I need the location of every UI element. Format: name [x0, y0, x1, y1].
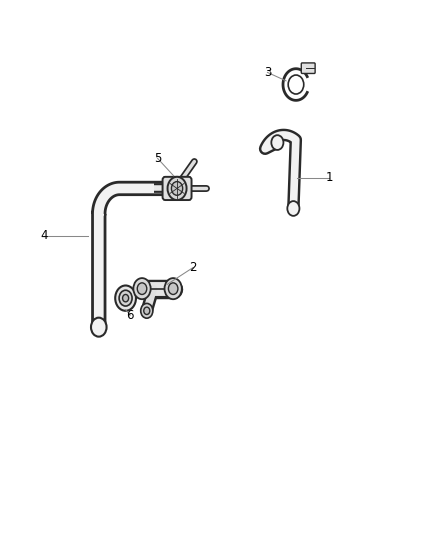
- Circle shape: [123, 294, 129, 302]
- Text: 6: 6: [127, 309, 134, 321]
- Circle shape: [168, 177, 187, 200]
- Circle shape: [168, 283, 178, 294]
- Circle shape: [271, 135, 283, 150]
- Text: 1: 1: [325, 172, 333, 184]
- Circle shape: [119, 290, 132, 306]
- Text: 3: 3: [264, 66, 271, 79]
- Circle shape: [137, 283, 147, 294]
- Circle shape: [115, 286, 136, 311]
- Circle shape: [144, 307, 150, 314]
- Circle shape: [165, 278, 182, 299]
- Text: 2: 2: [189, 261, 197, 274]
- Circle shape: [287, 201, 300, 216]
- Circle shape: [163, 182, 173, 195]
- Circle shape: [141, 303, 153, 318]
- Text: 5: 5: [154, 152, 161, 165]
- Text: 4: 4: [40, 229, 48, 243]
- FancyBboxPatch shape: [162, 177, 191, 200]
- Circle shape: [134, 278, 151, 299]
- Circle shape: [91, 318, 106, 337]
- FancyBboxPatch shape: [301, 63, 315, 74]
- Circle shape: [171, 182, 183, 195]
